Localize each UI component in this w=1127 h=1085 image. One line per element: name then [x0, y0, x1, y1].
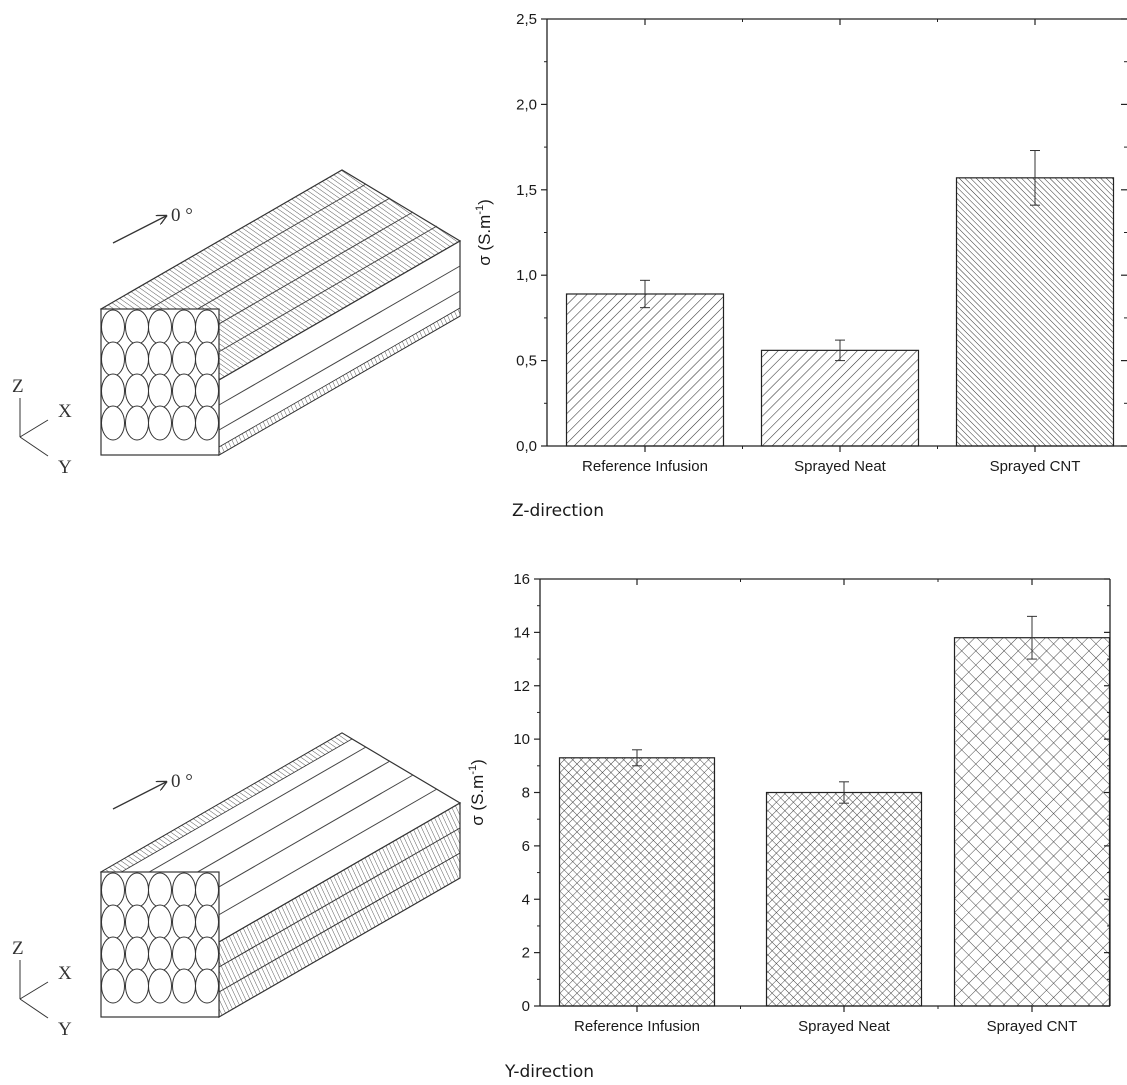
laminate-diagram-y: 0 ° Z X Y — [12, 732, 462, 1040]
bar-sprayed-neat — [765, 791, 923, 1007]
x-tick-label: Sprayed CNT — [987, 1018, 1078, 1035]
axis-label-y: Y — [58, 457, 72, 478]
axis-label-x: X — [58, 401, 72, 422]
error-bar — [835, 339, 845, 362]
chart-caption: Z-direction — [512, 501, 604, 521]
y-tick-label: 1,5 — [516, 182, 537, 199]
error-bar — [632, 749, 642, 767]
bar-reference-infusion — [558, 757, 716, 1007]
laminate-diagram-z: 0 ° Z X Y — [12, 169, 462, 478]
y-tick-label: 14 — [513, 624, 530, 641]
y-axis-title-superscript: -1 — [467, 765, 479, 775]
y-tick-label: 4 — [522, 891, 530, 908]
x-tick-label: Reference Infusion — [574, 1018, 700, 1035]
x-tick-label: Sprayed CNT — [990, 458, 1081, 475]
angle-label: 0 ° — [171, 205, 193, 226]
y-tick-label: 1,0 — [516, 267, 537, 284]
bar-sprayed-neat — [760, 349, 920, 447]
x-tick-label: Sprayed Neat — [794, 458, 887, 475]
y-tick-label: 2,0 — [516, 96, 537, 113]
y-tick-label: 12 — [513, 678, 530, 695]
y-axis-title-close: ) — [475, 199, 494, 205]
error-bar — [1030, 150, 1040, 206]
y-axis-title: σ (S.m-1) — [474, 199, 494, 266]
axis-label-z: Z — [12, 938, 24, 959]
y-tick-label: 2,5 — [516, 11, 537, 28]
bar-chart-z-direction: 0,0 0,5 1,0 1,5 2,0 2,5 Reference Infusion Spra… — [474, 11, 1127, 521]
fiber-cross-sections — [101, 309, 219, 441]
chart-caption: Y-direction — [504, 1062, 594, 1082]
fiber-direction-arrow — [112, 216, 166, 244]
y-tick-label: 10 — [513, 731, 530, 748]
y-axis-title-base: σ (S.m — [475, 215, 494, 266]
axis-label-x: X — [58, 963, 72, 984]
angle-label: 0 ° — [171, 771, 193, 792]
y-tick-label: 6 — [522, 838, 530, 855]
y-tick-label: 0,0 — [516, 438, 537, 455]
y-tick-label: 0,5 — [516, 353, 537, 370]
y-tick-label: 16 — [513, 571, 530, 588]
axis-label-y: Y — [58, 1019, 72, 1040]
x-tick-label: Sprayed Neat — [798, 1018, 891, 1035]
y-tick-label: 2 — [522, 945, 530, 962]
bar-chart-y-direction: 0 2 4 6 8 10 12 14 16 Reference Infusion Sprayed N… — [467, 571, 1111, 1082]
y-axis-title: σ (S.m-1) — [467, 759, 487, 826]
y-tick-label: 8 — [522, 785, 530, 802]
y-axis-title-close: ) — [468, 759, 487, 765]
coordinate-axes: Z X Y — [12, 938, 72, 1040]
y-axis-title-superscript: -1 — [474, 205, 486, 215]
error-bar — [640, 279, 650, 309]
x-tick-label: Reference Infusion — [582, 458, 708, 475]
bar-reference-infusion — [565, 293, 725, 447]
bar-sprayed-cnt — [953, 637, 1111, 1007]
coordinate-axes: Z X Y — [12, 376, 72, 478]
error-bar — [1027, 615, 1037, 660]
fiber-direction-arrow — [112, 782, 166, 810]
y-tick-label: 0 — [522, 998, 530, 1015]
error-bar — [839, 781, 849, 804]
y-axis-title-base: σ (S.m — [468, 775, 487, 826]
fiber-cross-sections — [101, 872, 219, 1004]
axis-label-z: Z — [12, 376, 24, 397]
bar-sprayed-cnt — [955, 177, 1115, 447]
